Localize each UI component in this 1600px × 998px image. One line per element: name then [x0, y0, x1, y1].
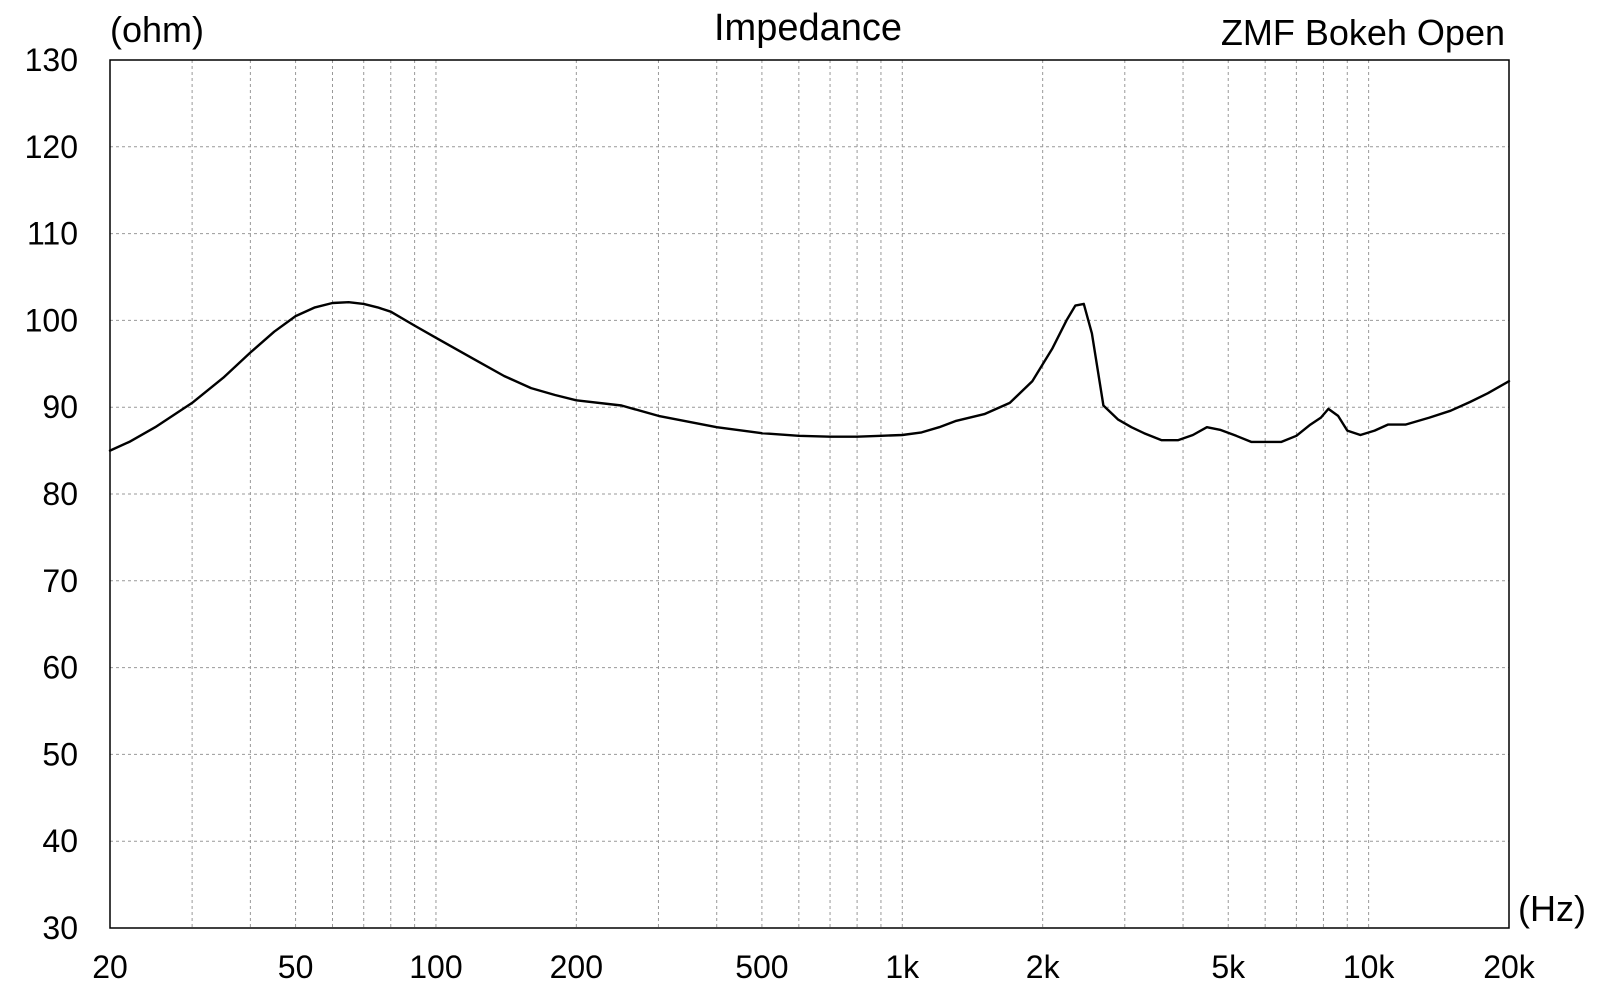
- impedance-curve: [108, 301, 1511, 452]
- x-tick-label: 20k: [1483, 949, 1536, 985]
- x-axis-unit-label: (Hz): [1518, 888, 1586, 929]
- y-tick-label: 120: [25, 129, 78, 165]
- y-tick-label: 60: [42, 650, 78, 686]
- y-tick-label: 80: [42, 476, 78, 512]
- chart-subtitle: ZMF Bokeh Open: [1221, 12, 1505, 53]
- chart-title: Impedance: [714, 7, 902, 49]
- x-tick-label: 200: [550, 949, 603, 985]
- x-tick-label: 50: [278, 949, 314, 985]
- grid-lines: [110, 60, 1509, 928]
- x-tick-label: 100: [409, 949, 462, 985]
- y-tick-label: 90: [42, 389, 78, 425]
- x-tick-label: 20: [92, 949, 128, 985]
- y-tick-label: 50: [42, 736, 78, 772]
- x-tick-label: 5k: [1211, 949, 1246, 985]
- x-tick-label: 1k: [885, 949, 920, 985]
- y-axis-unit-label: (ohm): [110, 9, 204, 50]
- y-tick-label: 70: [42, 563, 78, 599]
- x-tick-label: 2k: [1026, 949, 1061, 985]
- y-tick-label: 110: [27, 216, 78, 252]
- x-tick-label: 500: [735, 949, 788, 985]
- y-tick-label: 130: [25, 42, 78, 78]
- x-axis-tick-labels: 20 50 100 200 500 1k 2k 5k 10k 20k: [92, 949, 1536, 985]
- y-tick-label: 100: [25, 302, 78, 338]
- plot-area-frame: [109, 59, 1510, 929]
- y-tick-label: 30: [42, 910, 78, 946]
- y-tick-label: 40: [42, 823, 78, 859]
- y-axis-tick-labels: 130 120 110 100 90 80 70 60 50 40 30: [25, 42, 78, 946]
- x-tick-label: 10k: [1343, 949, 1396, 985]
